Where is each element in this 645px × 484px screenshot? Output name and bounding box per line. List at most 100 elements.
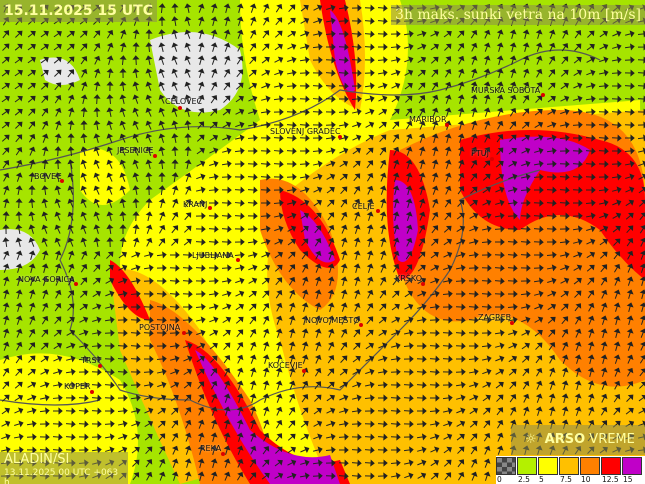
wind-arrow: [535, 42, 543, 52]
wind-arrow: [405, 198, 413, 208]
city-label: SLOVENJ GRADEC: [270, 127, 341, 136]
wind-arrow: [183, 368, 193, 376]
wind-arrow: [300, 17, 310, 24]
city-dot: [376, 209, 380, 213]
wind-arrow: [509, 134, 517, 142]
city-label: MARIBOR: [409, 115, 447, 124]
wind-arrow: [40, 30, 49, 38]
wind-arrow: [249, 16, 257, 26]
wind-arrow: [275, 367, 283, 377]
wind-arrow: [2, 381, 10, 390]
wind-arrow: [325, 43, 336, 51]
wind-arrow: [132, 120, 140, 130]
wind-arrow: [40, 368, 50, 375]
wind-arrow: [497, 419, 504, 429]
wind-arrow: [327, 237, 335, 247]
wind-arrow: [262, 328, 270, 338]
wind-arrow: [404, 56, 414, 64]
wind-arrow: [169, 277, 180, 285]
wind-arrow: [27, 381, 37, 388]
wind-arrow: [574, 341, 582, 351]
parameter-title: 3h maks. sunki vetra na 10m [m/s]: [391, 5, 645, 25]
wind-arrow: [522, 68, 530, 78]
wind-arrow: [15, 237, 23, 247]
wind-arrow: [301, 328, 309, 338]
wind-arrow: [55, 289, 62, 299]
wind-arrow: [624, 108, 635, 116]
wind-arrow: [403, 30, 414, 38]
wind-arrow: [522, 368, 530, 377]
wind-arrow: [301, 276, 309, 286]
wind-arrow: [249, 354, 257, 364]
wind-arrow: [119, 120, 127, 130]
wind-arrow: [601, 289, 608, 299]
wind-arrow: [521, 355, 530, 363]
wind-arrow: [299, 56, 310, 64]
wind-arrow: [223, 355, 231, 364]
wind-arrow: [611, 160, 622, 168]
wind-arrow: [548, 55, 556, 65]
wind-arrow: [130, 277, 141, 285]
city-dot: [541, 93, 545, 97]
wind-arrow: [509, 107, 517, 117]
wind-arrow: [158, 211, 166, 221]
wind-arrow: [209, 316, 219, 324]
wind-arrow: [612, 199, 622, 207]
wind-arrow: [586, 225, 596, 233]
wind-arrow: [560, 303, 569, 311]
wind-arrow: [377, 368, 388, 376]
wind-arrow: [390, 420, 401, 428]
wind-arrow: [380, 159, 387, 169]
wind-arrow: [223, 82, 231, 91]
wind-arrow: [144, 407, 154, 415]
wind-arrow: [248, 264, 258, 272]
wind-arrow: [249, 419, 257, 429]
wind-arrow: [14, 108, 23, 116]
wind-arrow: [496, 432, 504, 442]
city-label: ZAGREB: [478, 313, 512, 322]
wind-arrow: [299, 82, 310, 90]
wind-arrow: [169, 290, 180, 298]
wind-arrow: [534, 290, 544, 298]
wind-arrow: [469, 199, 478, 207]
wind-arrow: [301, 289, 309, 299]
wind-arrow: [26, 420, 37, 428]
wind-arrow: [92, 316, 102, 324]
wind-arrow: [235, 95, 244, 103]
wind-arrow: [130, 329, 141, 337]
wind-arrow: [158, 446, 166, 455]
wind-arrow: [67, 56, 75, 64]
wind-arrow: [236, 471, 244, 481]
wind-arrow: [54, 133, 62, 143]
wind-arrow: [250, 445, 257, 455]
wind-arrow: [131, 433, 141, 440]
wind-arrow: [275, 380, 283, 390]
wind-arrow: [431, 238, 439, 246]
wind-arrow: [521, 303, 531, 311]
wind-arrow: [158, 120, 166, 130]
wind-arrow: [327, 315, 335, 325]
wind-arrow: [67, 211, 75, 221]
wind-arrow: [559, 238, 570, 246]
wind-arrow: [249, 328, 257, 338]
wind-arrow: [559, 225, 570, 233]
wind-arrow: [522, 42, 530, 52]
wind-arrow: [119, 133, 127, 143]
wind-arrow: [535, 95, 543, 103]
wind-arrow: [598, 82, 609, 90]
wind-arrow: [223, 393, 231, 403]
wind-arrow: [67, 224, 75, 234]
wind-arrow: [197, 107, 205, 117]
wind-arrow: [169, 316, 180, 324]
wind-arrow: [171, 94, 179, 104]
wind-arrow: [299, 472, 310, 480]
wind-arrow: [78, 355, 89, 363]
wind-arrow: [442, 394, 453, 402]
wind-arrow: [314, 328, 322, 338]
wind-arrow: [455, 277, 466, 285]
wind-arrow: [561, 380, 569, 390]
wind-arrow: [353, 211, 361, 221]
wind-arrow: [313, 4, 323, 11]
wind-arrow: [54, 224, 62, 234]
